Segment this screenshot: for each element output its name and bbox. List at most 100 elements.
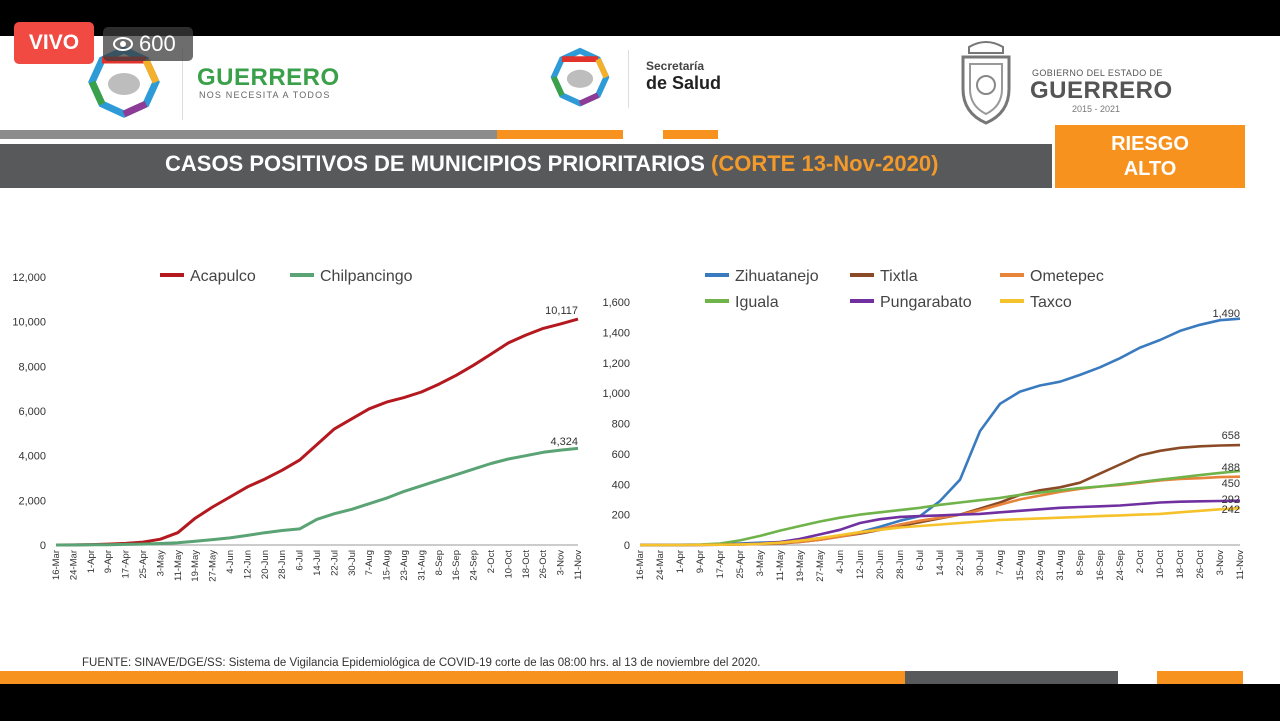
right-logo-years: 2015 - 2021 [1072,104,1121,114]
x-tick-label: 3-May [155,550,166,577]
end-value-label: 658 [1222,430,1240,442]
presentation-slide: GUERRERO NOS NECESITA A TODOS Secretaría… [0,36,1280,684]
footer-stripe-gray [905,671,1118,684]
x-tick-label: 11-Nov [1235,550,1246,580]
chart-other-municipalities: 0 200 400 600 800 1,000 1,200 1,400 1,600 16-Mar 2… [602,268,1246,582]
legend-label-iguala: Iguala [735,294,779,311]
end-value-label: 292 [1222,494,1240,506]
live-badge: VIVO [14,22,94,64]
x-tick-label: 15-Aug [1015,550,1026,581]
end-value-label: 242 [1222,504,1240,516]
x-tick-label: 1-Apr [86,550,97,573]
x-tick-label: 24-Sep [1115,550,1126,581]
x-tick-label: 4-Jun [835,550,846,574]
x-tick-label: 3-May [755,550,766,577]
x-tick-label: 24-Mar [68,550,79,580]
x-tick-label: 23-Aug [399,550,410,581]
header-stripe-orange-small [663,130,718,139]
series-line-taxco [640,506,1241,547]
legend-label-chilpancingo: Chilpancingo [320,268,413,285]
series-line-chilpancingo [56,446,579,547]
y-tick-label: 400 [612,479,630,491]
right-logo-line1: GOBIERNO DEL ESTADO DE [1032,68,1163,78]
x-tick-label: 31-Aug [1055,550,1066,581]
x-tick-label: 18-Oct [521,550,532,579]
header-stripe-orange [497,130,623,139]
x-tick-label: 23-Aug [1035,550,1046,581]
series-line-tixtla [640,443,1241,547]
series-line-acapulco [55,317,579,547]
x-tick-label: 15-Aug [382,550,393,581]
x-tick-label: 18-Oct [1175,550,1186,579]
series-line-zihuatanejo [640,317,1241,547]
x-tick-label: 11-May [775,550,786,581]
risk-line2: ALTO [1123,158,1177,180]
x-tick-label: 31-Aug [416,550,427,581]
left-logo-subtitle: NOS NECESITA A TODOS [199,90,331,100]
x-tick-label: 1-Apr [675,550,686,573]
x-tick-label: 16-Mar [51,550,62,580]
center-logo-line1: Secretaría [646,59,705,73]
x-tick-label: 19-May [795,550,806,582]
end-value-label: 450 [1222,478,1240,490]
left-logo-title: GUERRERO [197,64,340,91]
x-tick-label: 26-Oct [538,550,549,579]
x-tick-label: 25-Apr [138,550,149,579]
x-tick-label: 27-May [208,550,219,582]
end-value-label: 4,324 [550,436,578,448]
x-tick-label: 4-Jun [225,550,236,574]
x-tick-label: 14-Jul [935,550,946,576]
x-tick-label: 11-May [173,550,184,581]
y-tick-label: 200 [612,510,630,522]
slide-title-cutoff: (CORTE 13-Nov-2020) [711,151,939,176]
x-tick-label: 2-Oct [1135,550,1146,574]
source-note: FUENTE: SINAVE/DGE/SS: Sistema de Vigila… [82,657,761,669]
title-bar [0,144,1052,188]
x-tick-label: 22-Jul [329,550,340,576]
footer-stripe-orange-right [1157,671,1243,684]
y-tick-label: 0 [40,540,46,552]
y-tick-label: 12,000 [12,272,46,284]
legend-label-zihuatanejo: Zihuatanejo [735,268,819,285]
x-tick-label: 19-May [190,550,201,582]
series-line-pungarabato [640,499,1241,547]
x-tick-label: 28-Jun [277,550,288,579]
x-tick-label: 7-Aug [364,550,375,575]
x-tick-label: 10-Oct [1155,550,1166,579]
eye-icon [113,37,133,51]
x-tick-label: 12-Jun [855,550,866,579]
x-tick-label: 20-Jun [875,550,886,579]
viewer-count: 600 [103,27,193,61]
x-tick-label: 8-Sep [1075,550,1086,575]
y-tick-label: 8,000 [18,361,46,373]
x-tick-label: 10-Oct [503,550,514,579]
legend-label-ometepec: Ometepec [1030,268,1104,285]
risk-box: RIESGO ALTO [1055,125,1245,188]
y-tick-label: 2,000 [18,495,46,507]
x-tick-label: 24-Mar [655,550,666,580]
state-shield-icon [961,41,1011,125]
x-tick-label: 27-May [815,550,826,582]
x-tick-label: 6-Jul [915,550,926,571]
x-tick-label: 20-Jun [260,550,271,579]
x-tick-label: 22-Jul [955,550,966,576]
x-tick-label: 8-Sep [434,550,445,575]
y-tick-label: 10,000 [12,317,46,329]
y-tick-label: 4,000 [18,451,46,463]
x-tick-label: 3-Nov [556,550,567,576]
x-tick-label: 11-Nov [573,550,584,580]
legend-label-pungarabato: Pungarabato [880,294,972,311]
x-tick-label: 7-Aug [995,550,1006,575]
x-tick-label: 9-Apr [695,550,706,573]
y-tick-label: 1,600 [602,297,630,309]
y-tick-label: 6,000 [18,406,46,418]
x-tick-label: 28-Jun [895,550,906,579]
series-line-iguala [640,469,1241,547]
viewer-count-value: 600 [139,31,176,56]
footer-stripe-orange [0,671,905,684]
x-tick-label: 16-Sep [451,550,462,581]
x-tick-label: 6-Jul [295,550,306,571]
x-tick-label: 30-Jul [975,550,986,576]
legend-label-acapulco: Acapulco [190,268,256,285]
chart-acapulco-chilpancingo: 0 2,000 4,000 6,000 8,000 10,000 12,000 16-Mar 2… [12,268,584,582]
